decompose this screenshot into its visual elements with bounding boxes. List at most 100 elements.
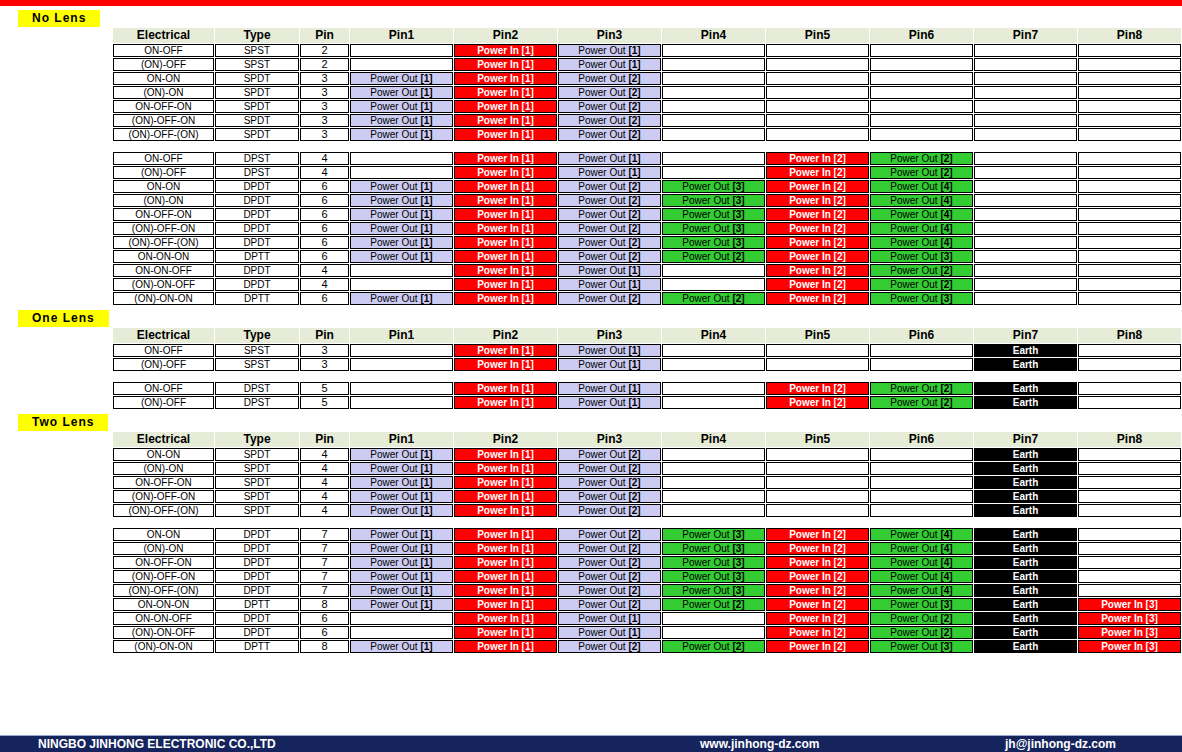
pin3-cell: Power Out [1] [558,264,661,277]
electrical-cell: (ON)-ON [113,194,214,207]
pin7-cell: Earth [974,382,1077,395]
pin7-cell [974,166,1077,179]
pin5-cell [766,358,869,371]
pin-count-cell: 7 [300,570,349,583]
pin8-cell [1078,382,1181,395]
pin6-cell: Power Out [4] [870,194,973,207]
electrical-cell: (ON)-OFF-(ON) [113,584,214,597]
pin2-cell: Power In [1] [454,100,557,113]
pin1-cell: Power Out [1] [350,528,453,541]
pin7-cell [974,58,1077,71]
pin8-cell [1078,114,1181,127]
electrical-cell: ON-ON [113,180,214,193]
electrical-cell: (ON)-ON [113,542,214,555]
pin8-cell [1078,250,1181,263]
pin2-cell: Power In [1] [454,292,557,305]
pin5-cell [766,44,869,57]
pin6-cell: Power Out [3] [870,250,973,263]
pin6-cell [870,128,973,141]
pinout-table-one-lens-1: ElectricalTypePinPin1Pin2Pin3Pin4Pin5Pin… [112,327,1182,372]
pin4-cell [662,344,765,357]
pin3-cell: Power Out [2] [558,542,661,555]
pin2-cell: Power In [1] [454,58,557,71]
table-row: ON-OFF-ONSPDT4Power Out [1]Power In [1]P… [113,476,1181,489]
table-row: (ON)-ONDPDT6Power Out [1]Power In [1]Pow… [113,194,1181,207]
pin6-cell [870,86,973,99]
pin5-cell: Power In [2] [766,250,869,263]
pin2-cell: Power In [1] [454,114,557,127]
type-cell: DPDT [215,222,299,235]
section-label-row: Two Lens [18,412,1182,429]
electrical-cell: ON-ON-ON [113,250,214,263]
pin7-cell: Earth [974,612,1077,625]
pin1-cell: Power Out [1] [350,114,453,127]
column-header-pin3: Pin3 [558,432,661,447]
pin8-cell [1078,528,1181,541]
pin7-cell [974,278,1077,291]
pin4-cell [662,114,765,127]
pin2-cell: Power In [1] [454,128,557,141]
pin2-cell: Power In [1] [454,476,557,489]
pin2-cell: Power In [1] [454,180,557,193]
pin-count-cell: 4 [300,490,349,503]
pin8-cell [1078,570,1181,583]
pin3-cell: Power Out [2] [558,640,661,653]
pin-count-cell: 3 [300,358,349,371]
pin-count-cell: 3 [300,128,349,141]
pin7-cell: Earth [974,476,1077,489]
table-row: ON-OFFDPST4Power In [1]Power Out [1]Powe… [113,152,1181,165]
pin8-cell [1078,344,1181,357]
column-header-pin8: Pin8 [1078,28,1181,43]
electrical-cell: (ON)-ON [113,86,214,99]
pin2-cell: Power In [1] [454,358,557,371]
pin6-cell: Power Out [4] [870,180,973,193]
table-row: (ON)-OFF-ONDPDT6Power Out [1]Power In [1… [113,222,1181,235]
pin6-cell [870,490,973,503]
pin3-cell: Power Out [1] [558,152,661,165]
pin3-cell: Power Out [1] [558,626,661,639]
pin-count-cell: 4 [300,504,349,517]
pin1-cell [350,166,453,179]
pin8-cell [1078,264,1181,277]
pin2-cell: Power In [1] [454,86,557,99]
pin4-cell [662,612,765,625]
pin5-cell: Power In [2] [766,598,869,611]
electrical-cell: ON-OFF [113,152,214,165]
footer-bar: NINGBO JINHONG ELECTRONIC CO.,LTD www.ji… [0,735,1182,752]
column-header-pin8: Pin8 [1078,328,1181,343]
pin6-cell: Power Out [2] [870,166,973,179]
pin3-cell: Power Out [2] [558,598,661,611]
pin8-cell [1078,208,1181,221]
pin3-cell: Power Out [2] [558,490,661,503]
electrical-cell: (ON)-OFF-ON [113,222,214,235]
pin5-cell: Power In [2] [766,570,869,583]
pin-count-cell: 4 [300,166,349,179]
electrical-cell: (ON)-ON [113,462,214,475]
pin1-cell: Power Out [1] [350,236,453,249]
pin1-cell [350,358,453,371]
type-cell: SPDT [215,448,299,461]
pin8-cell [1078,128,1181,141]
pin5-cell: Power In [2] [766,396,869,409]
pin8-cell [1078,152,1181,165]
table-row: ON-ONSPDT4Power Out [1]Power In [1]Power… [113,448,1181,461]
pin-count-cell: 6 [300,612,349,625]
pin3-cell: Power Out [1] [558,612,661,625]
pin8-cell [1078,278,1181,291]
pin5-cell: Power In [2] [766,626,869,639]
pin6-cell: Power Out [4] [870,208,973,221]
pin7-cell: Earth [974,358,1077,371]
table-row: ON-OFFDPST5Power In [1]Power Out [1]Powe… [113,382,1181,395]
pinout-table-no-lens-1: ElectricalTypePinPin1Pin2Pin3Pin4Pin5Pin… [112,27,1182,142]
section-label-two-lens: Two Lens [18,414,108,431]
pin3-cell: Power Out [1] [558,382,661,395]
pin6-cell: Power Out [2] [870,264,973,277]
pin4-cell [662,100,765,113]
pin8-cell [1078,292,1181,305]
pin-count-cell: 6 [300,250,349,263]
pin4-cell [662,58,765,71]
pin2-cell: Power In [1] [454,344,557,357]
type-cell: SPDT [215,72,299,85]
pin-count-cell: 7 [300,542,349,555]
pin7-cell [974,250,1077,263]
